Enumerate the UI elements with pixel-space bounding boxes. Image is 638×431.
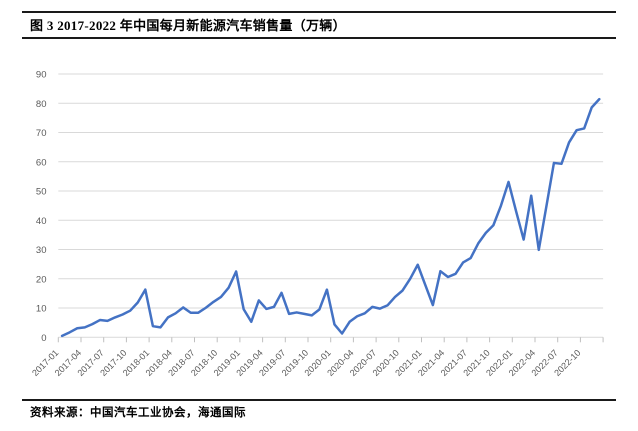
x-axis-labels: 2017-012017-042017-072017-102018-012018-… [30,348,583,378]
y-tick-label: 10 [36,304,47,315]
y-tick-label: 70 [36,128,47,139]
y-tick-label: 30 [36,245,47,256]
y-tick-label: 20 [36,274,47,285]
title-top-rule [22,11,616,13]
y-tick-label: 40 [36,216,47,227]
footer-rule [22,399,616,401]
figure-title: 图 3 2017-2022 年中国每月新能源汽车销售量（万辆） [30,18,346,33]
y-tick-label: 60 [36,157,47,168]
x-axis-ticks [57,337,604,343]
y-tick-label: 50 [36,187,47,198]
nev-monthly-sales-line-chart: 0 10 20 30 40 50 60 70 80 90 2017-012017-042017-07… [30,70,604,378]
y-tick-label: 90 [36,70,47,81]
y-tick-label: 0 [41,333,46,344]
y-axis-labels: 0 10 20 30 40 50 60 70 80 90 [36,70,47,344]
title-bottom-rule [22,37,616,39]
source-note: 资料来源：中国汽车工业协会，海通国际 [30,407,246,419]
y-tick-label: 80 [36,99,47,110]
sales-line-series [60,97,601,338]
